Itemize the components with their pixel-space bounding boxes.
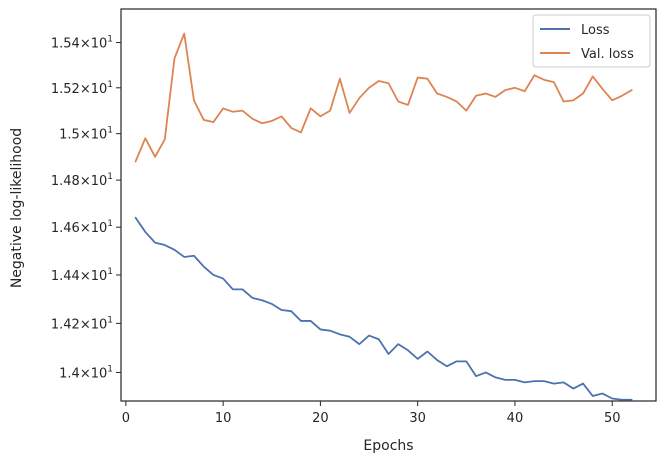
x-tick-label: 50 (604, 411, 621, 426)
legend: Loss Val. loss (532, 14, 651, 68)
series-layer (134, 32, 633, 401)
y-tick-label: 1.48×101 (51, 172, 113, 189)
x-tick-label: 40 (507, 411, 524, 426)
y-tick-label: 1.44×101 (51, 267, 113, 284)
y-tick-label: 1.5×101 (59, 126, 113, 143)
x-tick-label: 20 (312, 411, 329, 426)
y-axis-label: Negative log-likelihood (9, 128, 25, 288)
y-tick-label: 1.52×101 (51, 80, 113, 97)
y-tick-label: 1.54×101 (51, 35, 113, 52)
y-tick-label: 1.42×101 (51, 315, 113, 332)
x-axis-label: Epochs (363, 438, 413, 454)
series-line-val-loss (134, 32, 633, 163)
legend-label-loss: Loss (581, 23, 610, 38)
y-tick-label: 1.46×101 (51, 219, 113, 236)
x-tick-label: 30 (409, 411, 426, 426)
plot-area (120, 8, 657, 402)
x-tick-label: 0 (122, 411, 130, 426)
y-tick-label: 1.4×101 (59, 364, 113, 381)
y-axis: 1.4×101 1.42×101 1.44×101 1.46×101 1.48×101 1… (51, 35, 121, 381)
x-tick-label: 10 (215, 411, 232, 426)
legend-label-val-loss: Val. loss (581, 47, 634, 62)
x-axis: 0 10 20 30 40 50 (122, 401, 621, 426)
series-line-loss (134, 216, 633, 401)
